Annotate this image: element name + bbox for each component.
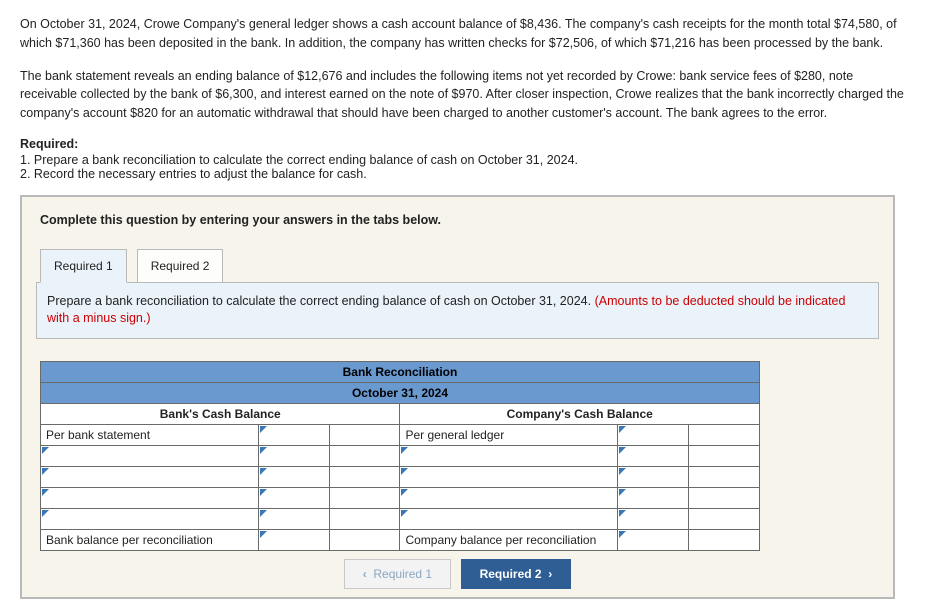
chevron-left-icon: ‹: [363, 567, 367, 581]
paragraph-1: On October 31, 2024, Crowe Company's gen…: [20, 15, 910, 53]
tab-bar: Required 1 Required 2: [40, 249, 879, 283]
tab-required-2[interactable]: Required 2: [137, 249, 224, 283]
input-bank-balance[interactable]: [258, 424, 329, 445]
label-per-ledger: Per general ledger: [400, 424, 618, 445]
table-title: Bank Reconciliation: [41, 361, 760, 382]
required-item-2: 2. Record the necessary entries to adjus…: [20, 167, 910, 181]
table-row: [41, 445, 760, 466]
input-company-item-desc[interactable]: [400, 466, 618, 487]
instruction-text: Complete this question by entering your …: [40, 213, 879, 227]
required-list: 1. Prepare a bank reconciliation to calc…: [20, 153, 910, 181]
input-bank-item-desc[interactable]: [41, 466, 259, 487]
reconciliation-table-wrap: Bank Reconciliation October 31, 2024 Ban…: [40, 361, 879, 551]
input-company-item-amt[interactable]: [618, 445, 689, 466]
next-button-label: Required 2: [480, 567, 542, 581]
tab-required-1[interactable]: Required 1: [40, 249, 127, 283]
table-row: [41, 466, 760, 487]
prev-button-label: Required 1: [373, 567, 432, 581]
table-date: October 31, 2024: [41, 382, 760, 403]
next-button[interactable]: Required 2 ›: [461, 559, 572, 589]
answer-container: Complete this question by entering your …: [20, 195, 895, 599]
input-bank-item-amt[interactable]: [258, 487, 329, 508]
spacer-cell: [329, 466, 400, 487]
input-bank-total-sub[interactable]: [258, 529, 329, 550]
table-row: [41, 508, 760, 529]
cell-company-total: [688, 529, 759, 550]
company-column-header: Company's Cash Balance: [400, 403, 760, 424]
spacer-cell: [329, 424, 400, 445]
nav-buttons: ‹ Required 1 Required 2 ›: [36, 559, 879, 589]
label-company-total: Company balance per reconciliation: [400, 529, 618, 550]
label-per-bank: Per bank statement: [41, 424, 259, 445]
input-bank-item-desc[interactable]: [41, 487, 259, 508]
required-item-1: 1. Prepare a bank reconciliation to calc…: [20, 153, 910, 167]
table-row-total: Bank balance per reconciliation Company …: [41, 529, 760, 550]
input-company-item-amt[interactable]: [618, 466, 689, 487]
input-ledger-balance[interactable]: [618, 424, 689, 445]
problem-statement: On October 31, 2024, Crowe Company's gen…: [20, 15, 910, 181]
table-row: Per bank statement Per general ledger: [41, 424, 760, 445]
input-company-item-desc[interactable]: [400, 445, 618, 466]
input-bank-item-amt[interactable]: [258, 508, 329, 529]
input-company-total-sub[interactable]: [618, 529, 689, 550]
paragraph-2: The bank statement reveals an ending bal…: [20, 67, 910, 123]
bank-column-header: Bank's Cash Balance: [41, 403, 400, 424]
input-company-item-amt[interactable]: [618, 508, 689, 529]
input-bank-item-desc[interactable]: [41, 445, 259, 466]
spacer-cell: [688, 466, 759, 487]
prev-button[interactable]: ‹ Required 1: [344, 559, 451, 589]
reconciliation-table: Bank Reconciliation October 31, 2024 Ban…: [40, 361, 760, 551]
spacer-cell: [329, 487, 400, 508]
spacer-cell: [329, 445, 400, 466]
input-company-item-desc[interactable]: [400, 487, 618, 508]
chevron-right-icon: ›: [548, 567, 552, 581]
prompt-main: Prepare a bank reconciliation to calcula…: [47, 294, 595, 308]
input-bank-item-desc[interactable]: [41, 508, 259, 529]
spacer-cell: [688, 508, 759, 529]
table-row: [41, 487, 760, 508]
input-bank-item-amt[interactable]: [258, 466, 329, 487]
tab-prompt: Prepare a bank reconciliation to calcula…: [36, 282, 879, 339]
label-bank-total: Bank balance per reconciliation: [41, 529, 259, 550]
spacer-cell: [329, 508, 400, 529]
input-company-item-desc[interactable]: [400, 508, 618, 529]
required-heading: Required:: [20, 137, 910, 151]
cell-bank-total: [329, 529, 400, 550]
input-company-item-amt[interactable]: [618, 487, 689, 508]
spacer-cell: [688, 487, 759, 508]
spacer-cell: [688, 424, 759, 445]
input-bank-item-amt[interactable]: [258, 445, 329, 466]
spacer-cell: [688, 445, 759, 466]
